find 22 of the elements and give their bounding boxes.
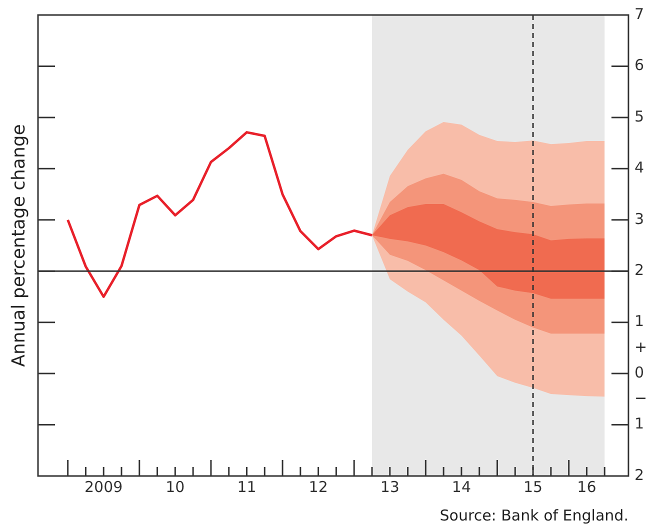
x-tick-label: 12 <box>308 478 328 496</box>
y-tick-label: 0 <box>634 363 644 382</box>
x-tick-label: 10 <box>166 478 185 496</box>
y-tick-label: 3 <box>634 210 644 228</box>
x-tick-label: 2009 <box>84 478 123 496</box>
text: − <box>634 389 648 408</box>
y-tick-label: 5 <box>634 107 644 126</box>
x-tick-label: 14 <box>452 478 472 496</box>
y-tick-label: 7 <box>634 4 644 23</box>
source-note: Source: Bank of England. <box>440 506 628 524</box>
y-tick-label: 2 <box>634 261 644 279</box>
x-tick-label: 16 <box>577 478 596 496</box>
text: + <box>634 338 648 356</box>
y-axis-title: Annual percentage change <box>8 124 30 367</box>
x-tick-label: 13 <box>380 478 400 496</box>
y-tick-label: 1 <box>634 414 644 433</box>
x-tick-label: 15 <box>523 478 543 496</box>
x-tick-label: 11 <box>237 478 256 496</box>
y-tick-label: 2 <box>634 466 644 484</box>
y-tick-label: 6 <box>634 56 644 74</box>
y-tick-label: 4 <box>634 158 644 177</box>
y-tick-label: 1 <box>634 312 644 330</box>
